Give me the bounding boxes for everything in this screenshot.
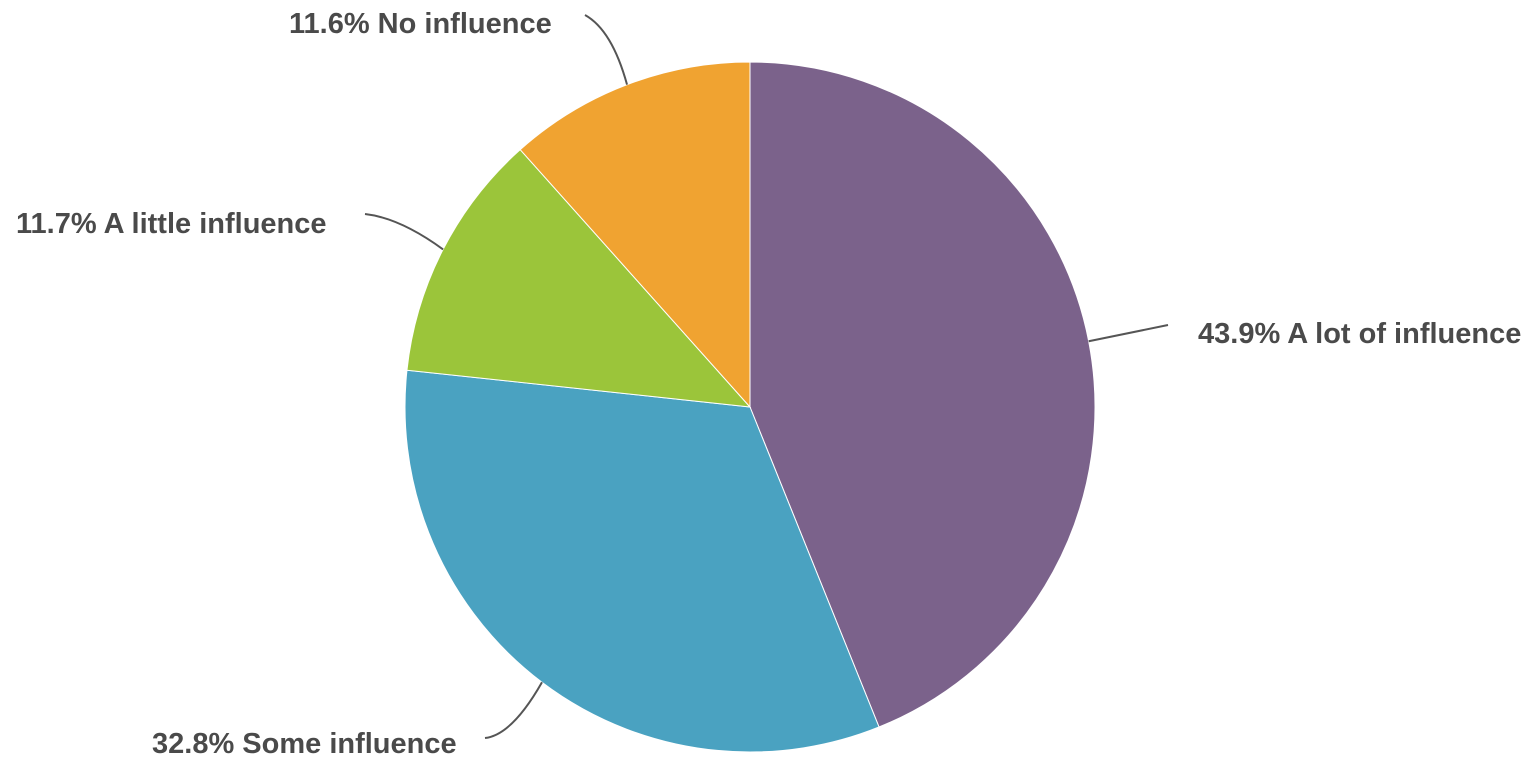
data-label: 11.7% A little influence <box>16 208 327 240</box>
leader-line <box>364 213 444 251</box>
data-label: 43.9% A lot of influence <box>1198 318 1521 350</box>
data-label: 11.6% No influence <box>289 8 552 40</box>
data-label: 32.8% Some influence <box>152 728 457 757</box>
pie-slices <box>404 61 1096 753</box>
pie-slice-no-influence <box>519 61 751 409</box>
data-labels: 43.9% A lot of influence 32.8% Some influ… <box>16 8 1521 757</box>
pie-slice-a-little-influence <box>406 148 752 408</box>
leader-lines <box>364 14 1169 739</box>
leader-line <box>584 14 629 85</box>
leader-line <box>484 681 543 739</box>
leader-line <box>1088 324 1169 343</box>
